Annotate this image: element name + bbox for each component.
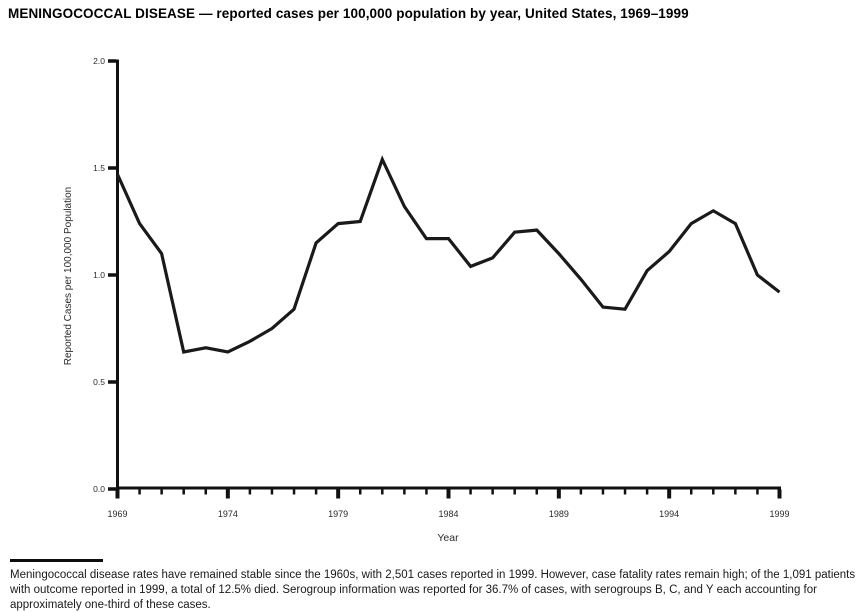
footnote-line-3: approximately one-third of these cases. (10, 598, 211, 611)
footnote-line-2: with outcome reported in 1999, a total o… (10, 583, 817, 596)
y-tick-label: 0.5 (93, 377, 105, 387)
y-tick-label: 1.5 (93, 163, 105, 173)
y-tick-label: 0.0 (93, 484, 105, 494)
y-axis-title: Reported Cases per 100,000 Population (63, 187, 74, 365)
x-tick-label: 1984 (438, 509, 458, 519)
x-tick-label: 1969 (107, 509, 127, 519)
footnote-rule (10, 559, 103, 562)
x-tick-label: 1974 (218, 509, 238, 519)
x-tick-label: 1994 (659, 509, 679, 519)
x-tick-label: 1999 (769, 509, 789, 519)
x-axis-title: Year (437, 532, 459, 544)
y-tick-label: 2.0 (93, 56, 105, 66)
data-line (116, 155, 781, 354)
figure-title: MENINGOCOCCAL DISEASE — reported cases p… (8, 6, 689, 21)
footnote-text: Meningococcal disease rates have remaine… (10, 568, 856, 612)
footnote: Meningococcal disease rates have remaine… (10, 559, 856, 612)
x-tick-label: 1979 (328, 509, 348, 519)
x-tick-label: 1989 (549, 509, 569, 519)
footnote-line-1: Meningococcal disease rates have remaine… (10, 568, 856, 581)
y-tick-label: 1.0 (93, 270, 105, 280)
meningococcal-line-chart: 0.0 0.5 1.0 1.5 2.0 1969 1974 1979 1984 1989 1994 1… (63, 56, 790, 544)
